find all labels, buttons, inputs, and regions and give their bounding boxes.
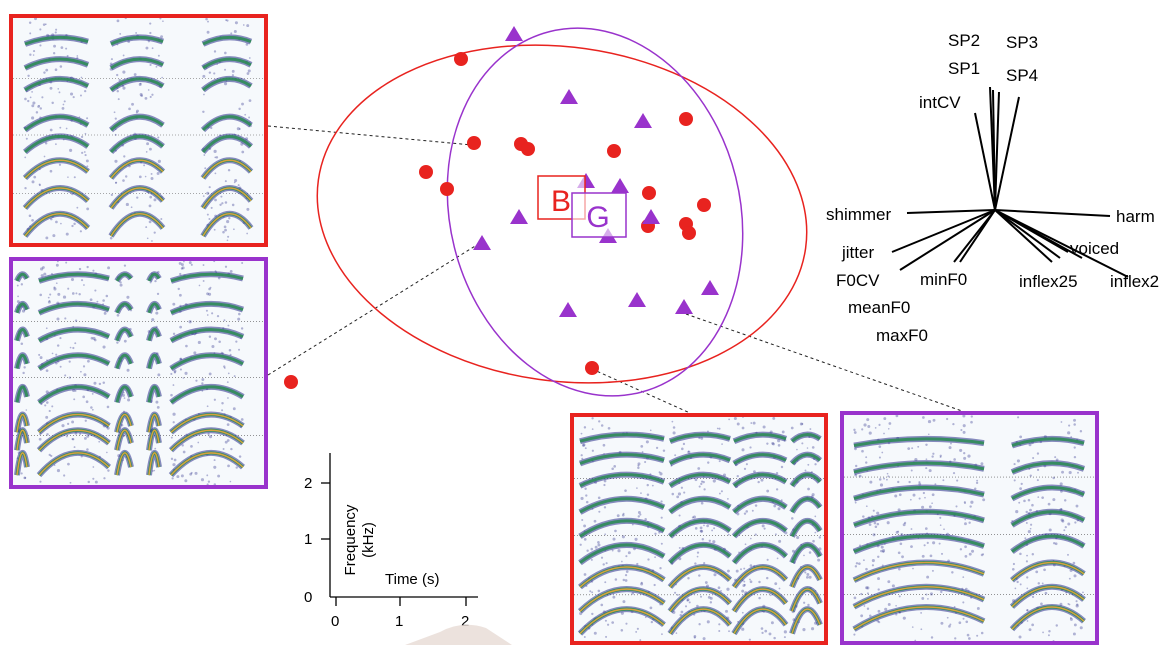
b-point [679, 112, 693, 126]
inset-x-tick-label: 2 [461, 613, 469, 630]
loading-label: shimmer [826, 205, 892, 224]
loading-label: SP4 [1006, 66, 1038, 85]
loading-vector [959, 209, 996, 263]
loading-vector [994, 209, 1061, 259]
inset-y-tick-label: 2 [304, 475, 312, 492]
loading-label: F0CV [836, 271, 880, 290]
loading-label: harm [1116, 207, 1155, 226]
connector-line [267, 242, 481, 376]
group-g-centroid-label: G [586, 201, 609, 234]
group-b-points [284, 52, 711, 389]
inset-y-tick-label: 0 [304, 589, 312, 606]
loading-vector [992, 89, 996, 211]
loading-label: jitter [841, 243, 874, 262]
spectrogram-image [844, 415, 1095, 641]
loading-label: SP1 [948, 59, 980, 78]
loading-vector [891, 209, 996, 253]
loading-vector [994, 209, 1053, 263]
group-g-points [473, 26, 719, 317]
group-b-ellipse [316, 44, 808, 384]
b-point [521, 142, 535, 156]
b-point [419, 165, 433, 179]
loading-label: minF0 [920, 270, 967, 289]
inset-y-axis-label-line1: Frequency [342, 504, 359, 575]
b-point [467, 136, 481, 150]
g-point [634, 113, 652, 128]
biplot-loadings [891, 86, 1129, 278]
b-point [642, 186, 656, 200]
spectrogram-image [13, 18, 264, 242]
loading-vector [994, 91, 1000, 211]
loading-label: intCV [919, 93, 961, 112]
g-point [473, 235, 491, 250]
spectrogram-panel-g-mid [9, 257, 268, 489]
loading-label: inflex25 [1019, 272, 1078, 291]
loading-label: meanF0 [848, 298, 910, 317]
spectrogram-image [13, 261, 264, 485]
g-point [560, 89, 578, 104]
g-point [701, 280, 719, 295]
g-point [675, 299, 693, 314]
g-point [559, 302, 577, 317]
g-point [642, 209, 660, 224]
loading-label: SP2 [948, 31, 980, 50]
connector-line [685, 313, 963, 412]
loading-label: voiced [1070, 239, 1119, 258]
loading-vector [994, 96, 1020, 211]
loading-vector [906, 209, 996, 214]
loading-label: maxF0 [876, 326, 928, 345]
g-point [628, 292, 646, 307]
g-point [505, 26, 523, 41]
g-point [611, 178, 629, 193]
spectrogram-panel-g-bottom [840, 411, 1099, 645]
axis-inset [321, 453, 478, 606]
group-b-centroid-label: B [551, 185, 571, 218]
loading-vector [994, 209, 1129, 278]
inset-y-tick-label: 1 [304, 531, 312, 548]
loading-vector [899, 209, 996, 271]
loading-vector [994, 209, 1111, 217]
g-point [510, 209, 528, 224]
b-point [682, 226, 696, 240]
b-point [697, 198, 711, 212]
loading-label: SP3 [1006, 33, 1038, 52]
b-point [607, 144, 621, 158]
b-point [585, 361, 599, 375]
b-point [454, 52, 468, 66]
group-g-centroid-box [571, 192, 627, 238]
spectrogram-panel-b-bottom [570, 413, 828, 645]
inset-x-axis-label: Time (s) [385, 571, 439, 588]
loading-label: inflex2 [1110, 272, 1159, 291]
spectrogram-panel-b-top [9, 14, 268, 247]
spectrogram-image [574, 417, 824, 641]
partial-shape [405, 624, 512, 645]
b-point [440, 182, 454, 196]
inset-x-tick-label: 1 [395, 613, 403, 630]
inset-y-axis-label-line2: (kHz) [360, 522, 377, 558]
loading-vector [974, 112, 996, 211]
connector-line [591, 368, 691, 414]
inset-x-tick-label: 0 [331, 613, 339, 630]
group-g-ellipse [446, 27, 744, 397]
b-point [284, 375, 298, 389]
connector-line [267, 125, 473, 146]
